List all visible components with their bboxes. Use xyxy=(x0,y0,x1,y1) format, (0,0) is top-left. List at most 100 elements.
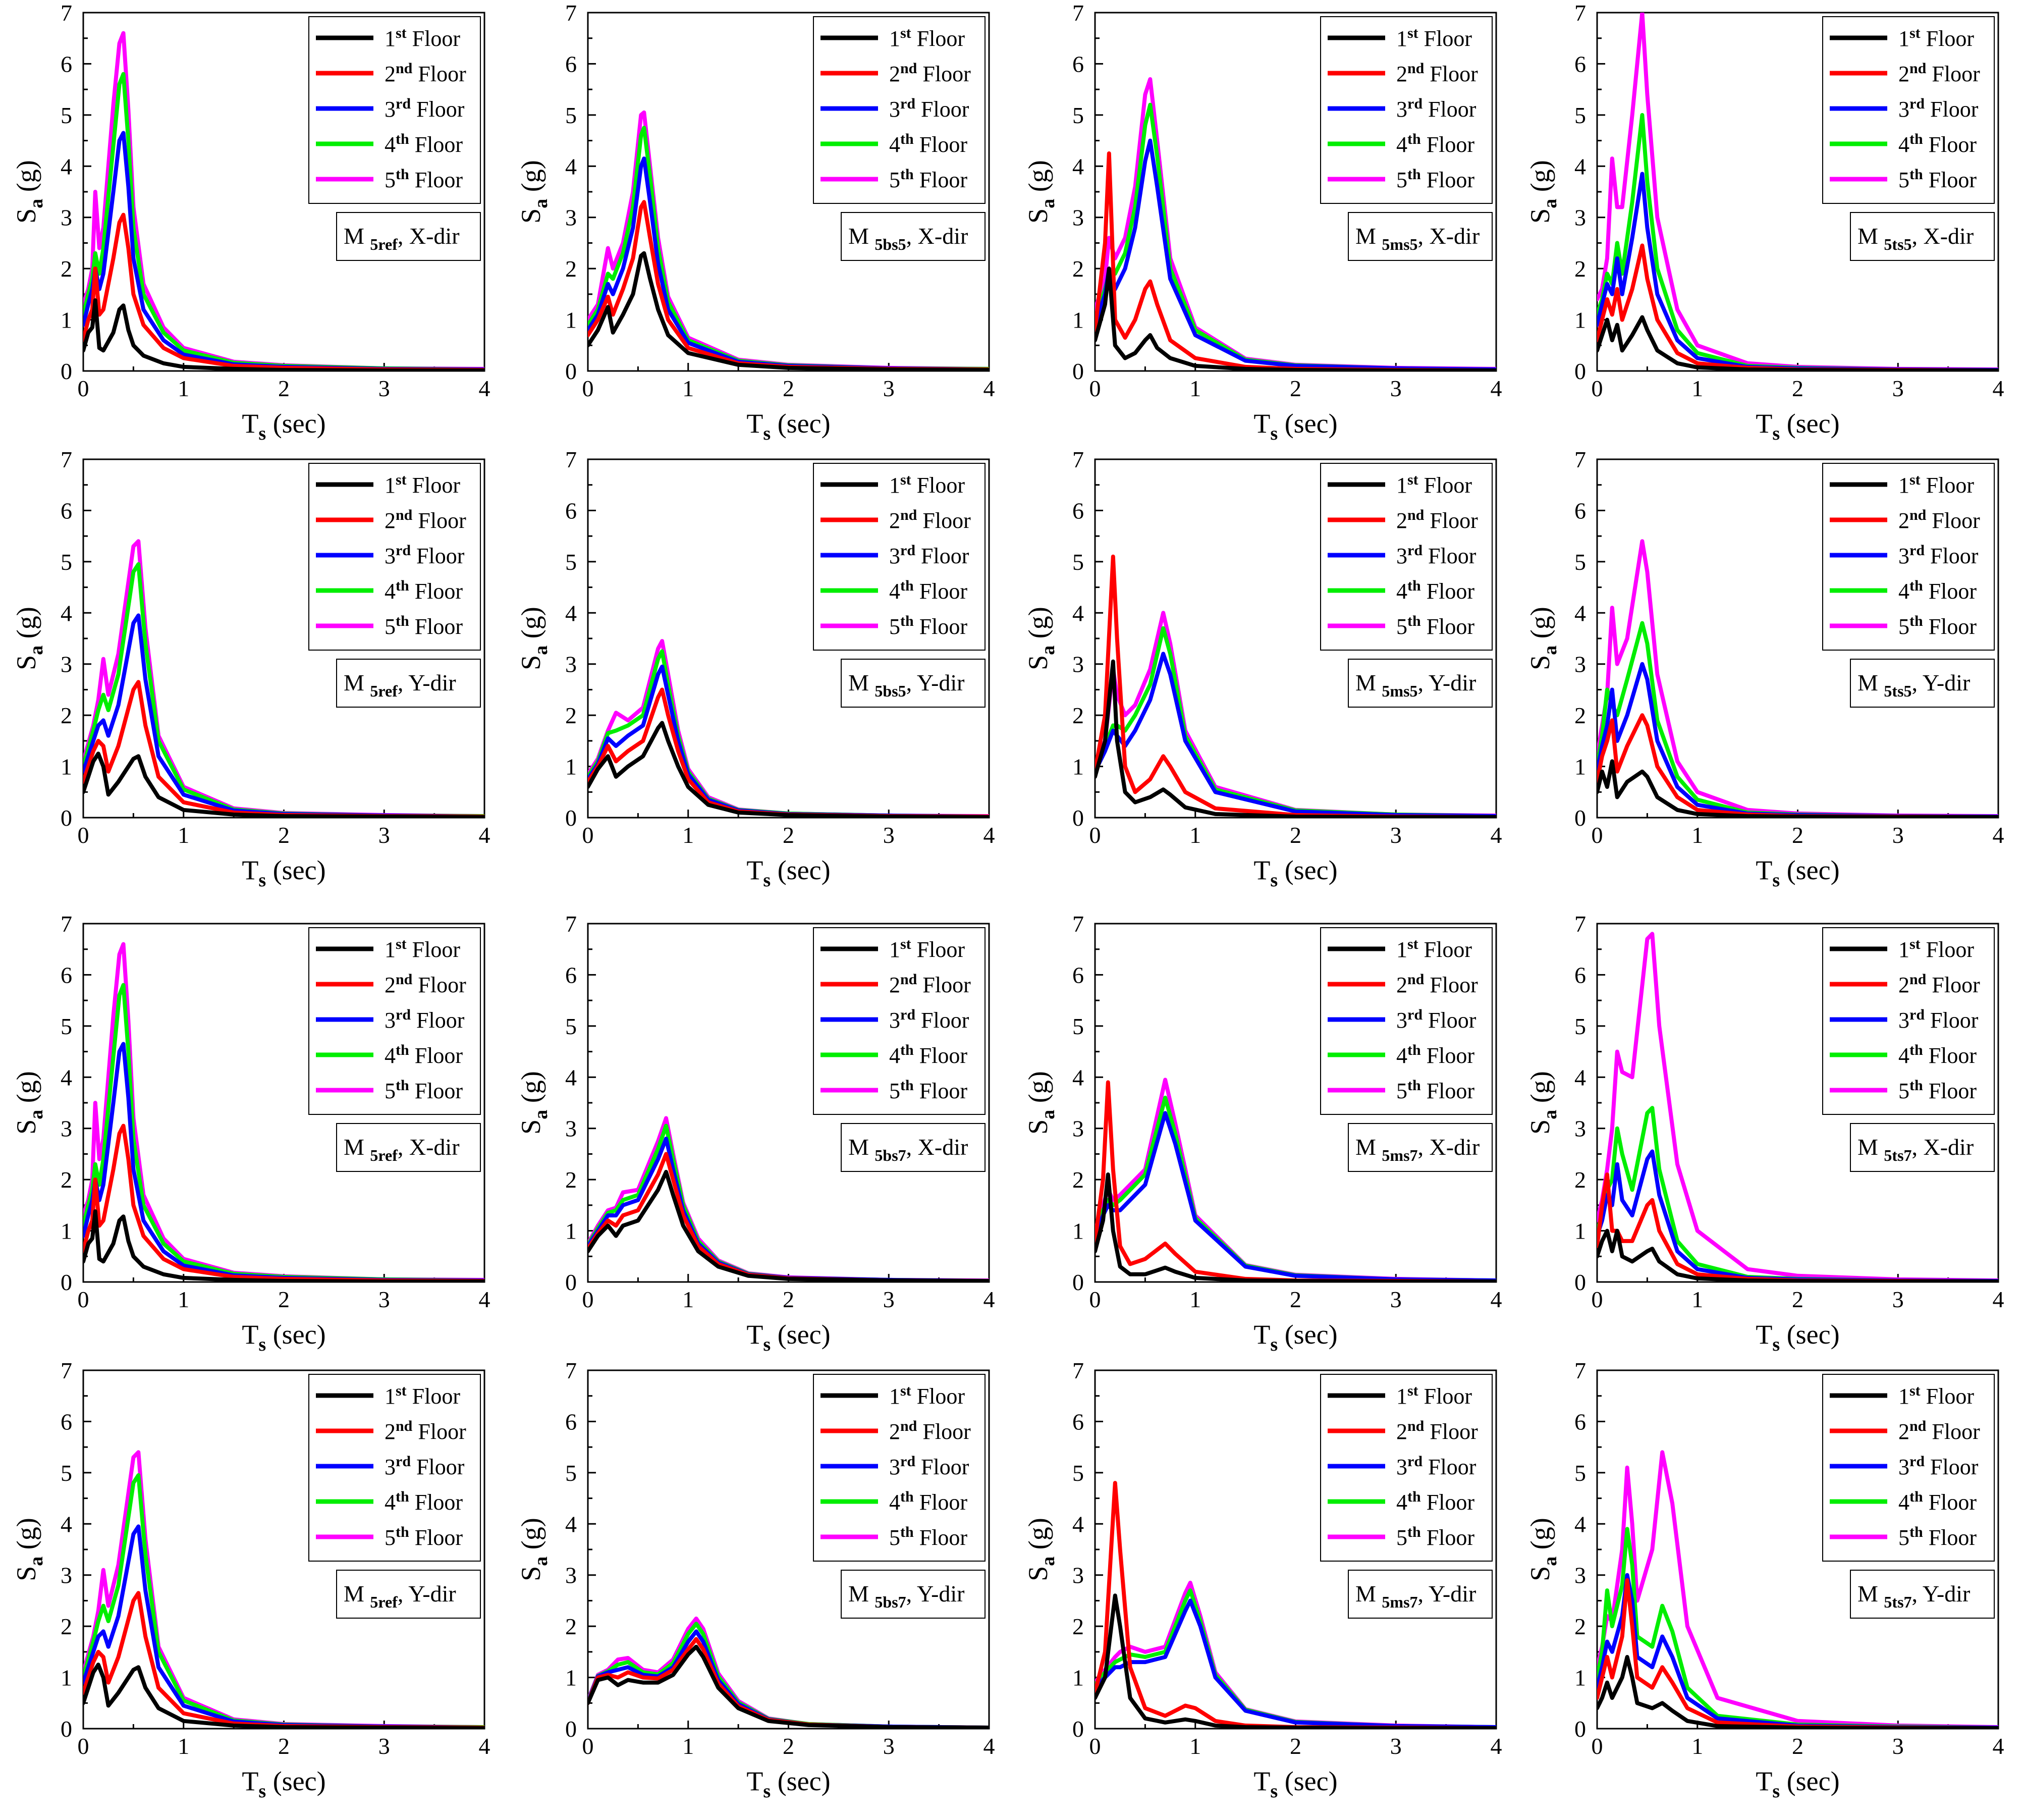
legend-label-floor-2: 2nd Floor xyxy=(1898,507,1980,533)
model-label: M 5ts5, X-dir xyxy=(1857,223,1974,253)
series-line-floor-2 xyxy=(83,212,484,371)
x-tick-label: 1 xyxy=(178,1733,189,1759)
y-axis-title: Sa (g) xyxy=(516,1071,552,1135)
legend-label-floor-2: 2nd Floor xyxy=(1898,60,1980,86)
y-tick-label: 5 xyxy=(1574,102,1586,128)
series-line-floor-2 xyxy=(1597,1578,1998,1729)
model-label-box xyxy=(841,1123,986,1172)
y-tick-label: 6 xyxy=(565,962,577,988)
y-tick-label: 1 xyxy=(61,1665,72,1691)
x-tick-label: 2 xyxy=(1792,822,1803,848)
x-tick-label: 3 xyxy=(883,822,895,848)
legend-label-floor-3: 3rd Floor xyxy=(889,1453,969,1479)
spectrum-panel: 0 1 2 3 4 0 1 2 3 4 5 6 7 Ts (sec) Sa (g) 1st Floor 2nd … xyxy=(1525,911,2004,1355)
legend-label-floor-4: 4th Floor xyxy=(889,131,967,157)
x-tick-label: 2 xyxy=(783,1287,794,1312)
y-tick-label: 5 xyxy=(61,102,72,128)
x-tick-label: 3 xyxy=(1390,1733,1402,1759)
series-line-floor-1 xyxy=(1597,1655,1998,1729)
x-tick-label: 3 xyxy=(1892,822,1904,848)
y-tick-label: 7 xyxy=(1574,1358,1586,1383)
legend-label-floor-1: 1st Floor xyxy=(385,471,460,498)
x-tick-label: 4 xyxy=(1491,376,1502,401)
y-tick-label: 7 xyxy=(1574,0,1586,26)
y-tick-label: 2 xyxy=(61,256,72,282)
legend-label-floor-5: 5th Floor xyxy=(889,1524,967,1550)
y-tick-label: 5 xyxy=(565,102,577,128)
x-tick-label: 4 xyxy=(1491,1287,1502,1312)
y-tick-label: 5 xyxy=(1072,1460,1084,1486)
x-tick-label: 2 xyxy=(1290,376,1301,401)
x-tick-label: 2 xyxy=(278,376,290,401)
x-tick-label: 2 xyxy=(783,822,794,848)
legend-label-floor-3: 3rd Floor xyxy=(385,95,465,122)
x-tick-label: 1 xyxy=(1189,376,1201,401)
y-tick-label: 0 xyxy=(565,1716,577,1742)
legend-label-floor-3: 3rd Floor xyxy=(889,95,969,122)
y-tick-label: 6 xyxy=(1072,1409,1084,1434)
x-tick-label: 4 xyxy=(479,1733,490,1759)
model-label-box xyxy=(841,212,986,261)
legend-label-floor-5: 5th Floor xyxy=(889,166,967,192)
x-tick-label: 2 xyxy=(1290,822,1301,848)
legend-label-floor-3: 3rd Floor xyxy=(1898,542,1979,568)
y-tick-label: 4 xyxy=(565,600,577,626)
x-axis-title: Ts (sec) xyxy=(1253,1766,1337,1802)
model-label-box xyxy=(336,1123,481,1172)
legend-label-floor-5: 5th Floor xyxy=(1898,166,1977,192)
y-tick-label: 3 xyxy=(1574,652,1586,677)
y-tick-label: 7 xyxy=(61,447,72,472)
x-tick-label: 3 xyxy=(1892,1287,1904,1312)
y-tick-label: 7 xyxy=(61,1358,72,1383)
x-tick-label: 2 xyxy=(783,376,794,401)
y-tick-label: 1 xyxy=(1072,307,1084,333)
series-line-floor-5 xyxy=(1597,932,1998,1282)
y-tick-label: 4 xyxy=(61,600,72,626)
spectrum-panel: 0 1 2 3 4 0 1 2 3 4 5 6 7 Ts (sec) Sa (g) 1st Floor 2nd … xyxy=(1023,447,1502,891)
spectrum-panel: 0 1 2 3 4 0 1 2 3 4 5 6 7 Ts (sec) Sa (g) 1st Floor 2nd … xyxy=(11,1358,490,1802)
y-tick-label: 1 xyxy=(565,307,577,333)
y-axis-title: Sa (g) xyxy=(1525,1518,1561,1581)
spectrum-panel: 0 1 2 3 4 0 1 2 3 4 5 6 7 Ts (sec) Sa (g) 1st Floor 2nd … xyxy=(516,447,995,891)
legend-label-floor-1: 1st Floor xyxy=(1898,471,1974,498)
model-label: M 5ts7, X-dir xyxy=(1857,1134,1974,1164)
legend-label-floor-4: 4th Floor xyxy=(889,1042,967,1068)
y-axis-title: Sa (g) xyxy=(11,160,47,224)
legend-label-floor-4: 4th Floor xyxy=(385,131,463,157)
y-tick-label: 7 xyxy=(1574,911,1586,937)
legend-label-floor-1: 1st Floor xyxy=(1396,1382,1472,1409)
x-tick-label: 1 xyxy=(1189,822,1201,848)
x-tick-label: 2 xyxy=(278,1287,290,1312)
model-label: M 5ref, X-dir xyxy=(344,1134,460,1164)
legend-label-floor-4: 4th Floor xyxy=(889,1488,967,1515)
legend-label-floor-3: 3rd Floor xyxy=(385,1006,465,1033)
x-tick-label: 4 xyxy=(1993,822,2004,848)
series-line-floor-2 xyxy=(1095,554,1496,818)
x-tick-label: 4 xyxy=(983,1287,995,1312)
legend-label-floor-3: 3rd Floor xyxy=(889,1006,969,1033)
model-label-box xyxy=(1850,1570,1995,1619)
y-tick-label: 5 xyxy=(565,1013,577,1039)
legend-label-floor-2: 2nd Floor xyxy=(385,971,466,997)
y-tick-label: 7 xyxy=(61,0,72,26)
x-tick-label: 4 xyxy=(983,1733,995,1759)
y-tick-label: 4 xyxy=(1574,600,1586,626)
legend-label-floor-5: 5th Floor xyxy=(1396,613,1474,639)
legend-label-floor-5: 5th Floor xyxy=(1396,166,1474,192)
x-tick-label: 0 xyxy=(78,1733,89,1759)
x-tick-label: 2 xyxy=(1792,376,1803,401)
model-label-box xyxy=(1850,1123,1995,1172)
model-label: M 5ts5, Y-dir xyxy=(1857,670,1970,700)
y-tick-label: 7 xyxy=(1574,447,1586,472)
x-tick-label: 0 xyxy=(582,1287,594,1312)
y-axis-title: Sa (g) xyxy=(1525,160,1561,224)
x-tick-label: 4 xyxy=(1993,376,2004,401)
y-tick-label: 6 xyxy=(1574,51,1586,77)
legend-label-floor-2: 2nd Floor xyxy=(385,507,466,533)
legend-label-floor-2: 2nd Floor xyxy=(889,507,971,533)
model-label-box xyxy=(336,212,481,261)
y-tick-label: 6 xyxy=(565,51,577,77)
y-tick-label: 1 xyxy=(1574,1665,1586,1691)
